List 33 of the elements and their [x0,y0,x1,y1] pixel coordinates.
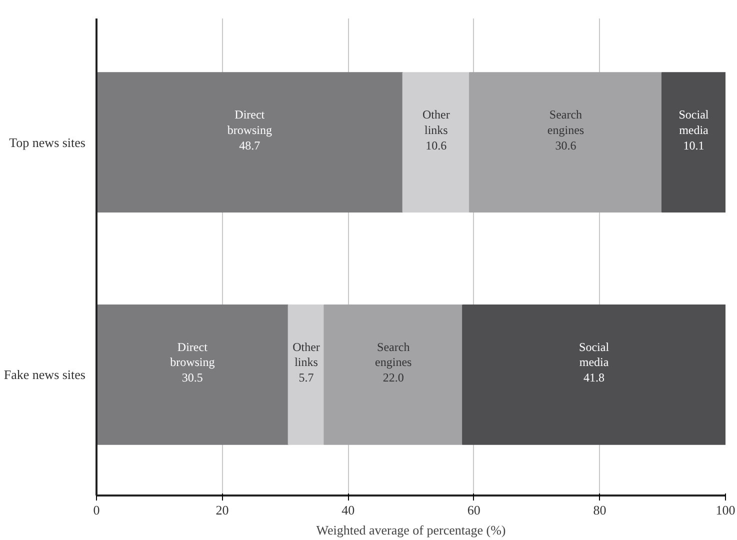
series-label: Direct browsing [170,340,215,370]
text: Social media [579,340,610,370]
data-label: 22.0 [382,370,404,385]
bar [468,72,662,213]
bar [462,304,726,445]
data-label: 48.7 [239,138,260,152]
bar [96,72,404,213]
bar [402,72,470,213]
x-tick-label: 40 [342,502,355,518]
series-label: Other links [292,340,320,370]
series-label: Social media [678,107,710,137]
text: Search engines [547,107,584,137]
text: Direct browsing [227,107,272,137]
x-tick-label: 80 [593,502,606,518]
bar [288,304,325,445]
x-tick-label: 100 [716,502,736,518]
bar [96,304,289,445]
text: Other links [422,107,450,137]
data-label: 30.6 [555,138,576,152]
series-label: Search engines [375,340,412,370]
x-tick-label: 60 [467,502,480,518]
x-tick-label: 0 [93,502,100,518]
data-label: 30.5 [182,370,203,385]
bar [661,72,726,213]
x-tick-label: 20 [216,502,229,518]
bar [324,304,464,445]
data-label: 10.1 [683,138,704,152]
y-tick-label: Top news sites [9,134,86,150]
data-label: 10.6 [426,138,447,152]
data-label: 41.8 [584,370,605,385]
x-axis-title: Weighted average of percentage (%) [316,522,506,538]
y-tick-label: Fake news sites [4,367,86,382]
data-label: 5.7 [298,370,314,385]
